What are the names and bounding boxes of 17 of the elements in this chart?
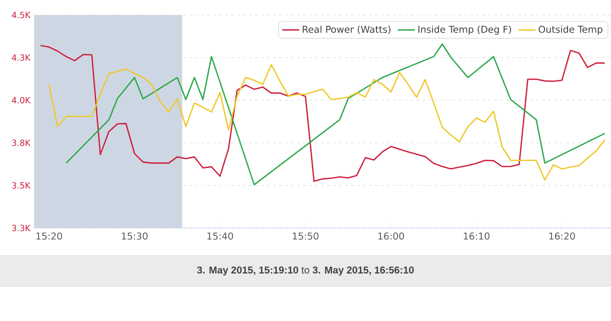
legend-label: Inside Temp (Deg F): [418, 26, 512, 35]
text: 3. May 2015, 15:19:10 to 3. May 2015, 16:56:10: [197, 266, 414, 276]
y-tick-label: 4.0K: [12, 97, 31, 104]
x-tick-label: 16:00: [378, 232, 404, 240]
y-tick-label: 4.3K: [12, 54, 31, 61]
y-tick-label: 4.5K: [12, 12, 31, 18]
y-tick-label: 3.3K: [12, 224, 31, 232]
x-tick-label: 15:30: [122, 232, 148, 240]
x-tick-label: 15:20: [36, 232, 62, 240]
legend-label: Real Power (Watts): [302, 26, 390, 34]
x-tick-label: 16:10: [464, 232, 490, 240]
x-tick-label: 16:20: [549, 232, 575, 240]
y-tick-label: 3.8K: [12, 140, 31, 146]
legend-label: Outside Temp: [538, 26, 602, 35]
y-tick-label: 3.5K: [12, 182, 31, 189]
x-tick-label: 15:40: [207, 232, 234, 240]
x-tick-label: 15:50: [292, 232, 318, 240]
